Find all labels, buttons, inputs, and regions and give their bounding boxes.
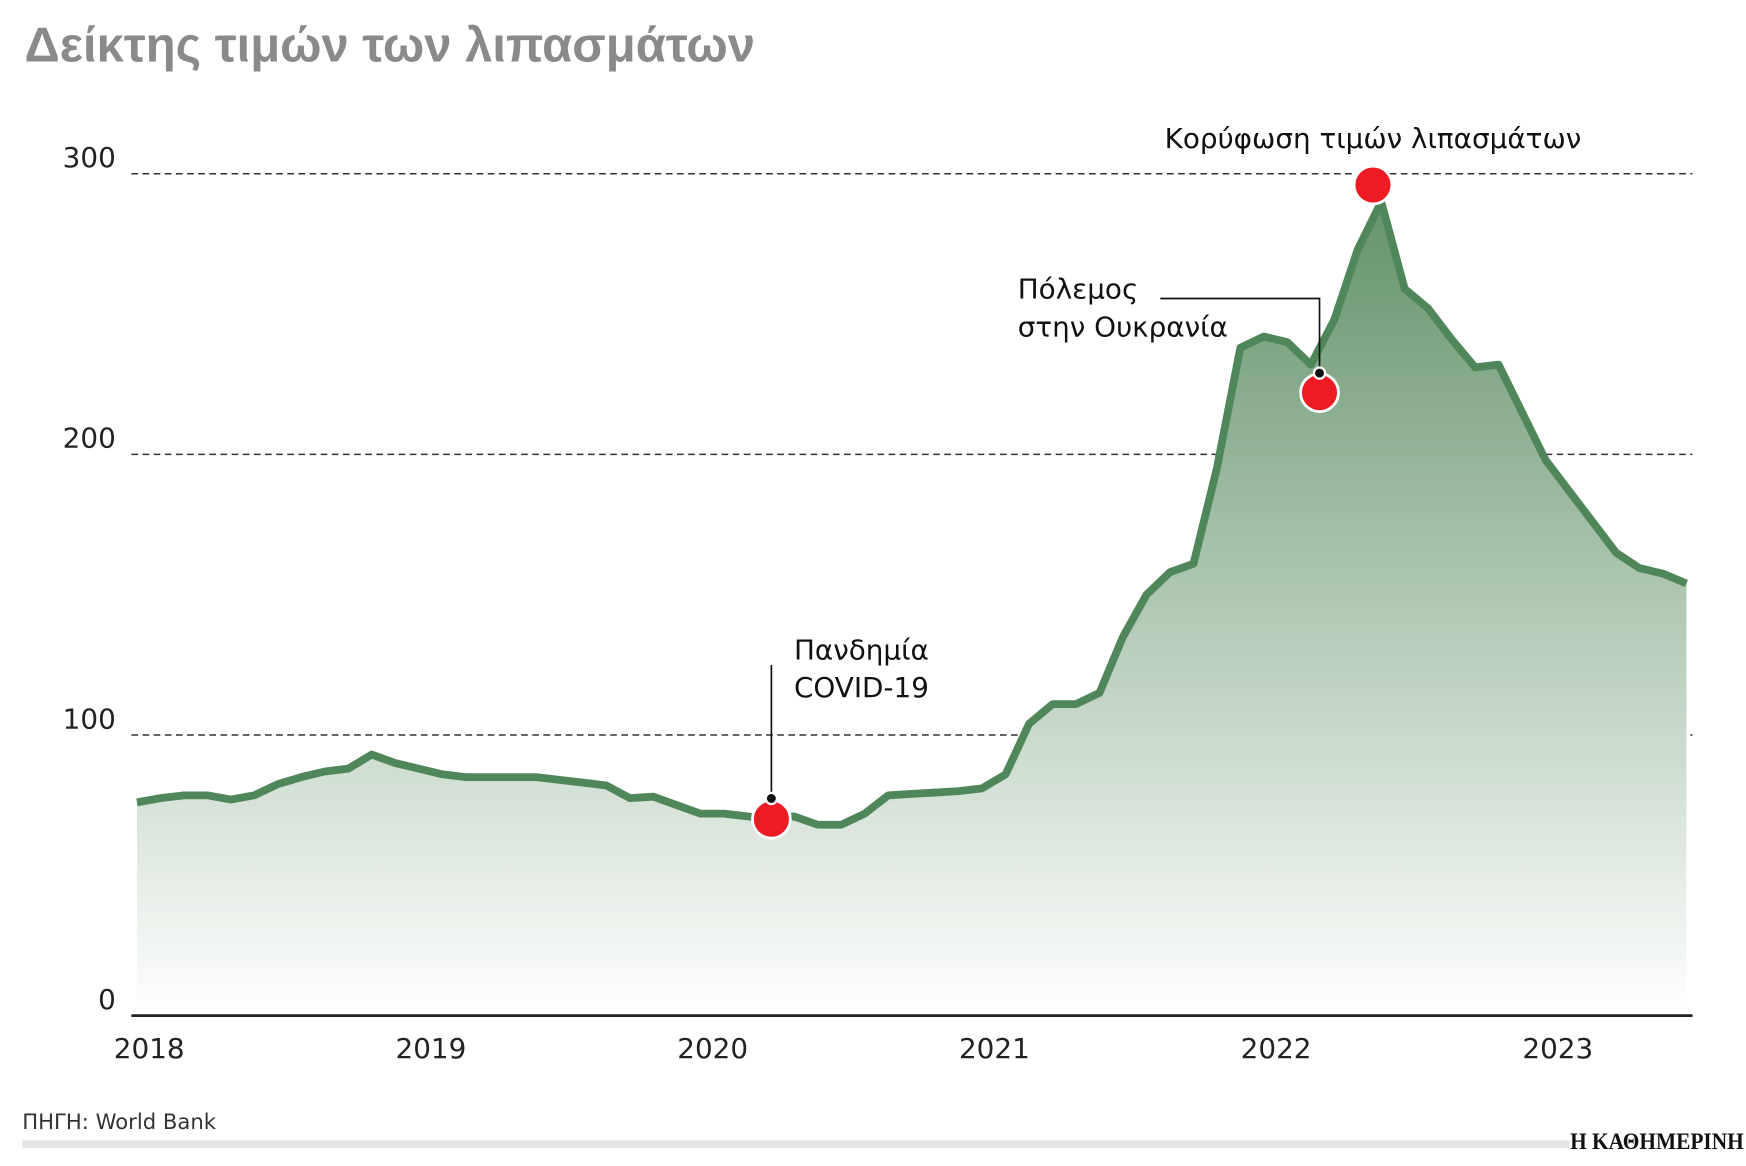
gridlines	[131, 173, 1693, 736]
x-tick-label: 2018	[114, 1032, 185, 1065]
y-tick-label: 300	[63, 141, 116, 174]
x-axis-ticks: 2018 2019 2020 2021 2022 2023	[114, 1032, 1593, 1065]
annotation-label: Πανδημία	[794, 633, 929, 666]
annotation-label: Πόλεμος	[1018, 272, 1139, 305]
ukraine-leader-line	[1160, 297, 1321, 374]
chart-title: Δείκτης τιμών των λιπασμάτων	[24, 18, 754, 72]
area-fill	[136, 201, 1687, 1016]
annotation-anchor-dot	[764, 791, 779, 806]
annotation-label: Κορύφωση τιμών λιπασμάτων	[1165, 122, 1582, 155]
source-note: ΠΗΓΗ: World Bank	[22, 1109, 216, 1134]
x-tick-label: 2020	[677, 1032, 748, 1065]
annotation-anchor-dot	[1312, 366, 1327, 380]
annotation-label: στην Ουκρανία	[1018, 310, 1228, 343]
annotation-label: COVID-19	[794, 671, 929, 704]
publisher-logo: Η ΚΑΘΗΜΕΡΙΝΗ	[1570, 1129, 1744, 1155]
price-index-line	[136, 197, 1688, 829]
x-tick-label: 2019	[396, 1032, 467, 1065]
y-tick-label: 100	[63, 702, 116, 735]
y-tick-label: 200	[63, 422, 116, 455]
annotations: Πανδημία COVID-19 Πόλεμος στην Ουκρανία Κορύ…	[751, 122, 1582, 840]
x-tick-label: 2021	[959, 1032, 1030, 1065]
y-axis-ticks: 0 100 200 300	[63, 141, 116, 1016]
series	[136, 197, 1688, 1016]
footer-bar	[22, 1140, 1571, 1149]
peak-marker	[1352, 164, 1394, 206]
y-tick-label: 0	[98, 983, 116, 1016]
x-tick-label: 2023	[1522, 1032, 1593, 1065]
x-tick-label: 2022	[1241, 1032, 1312, 1065]
covid-marker	[751, 798, 792, 840]
